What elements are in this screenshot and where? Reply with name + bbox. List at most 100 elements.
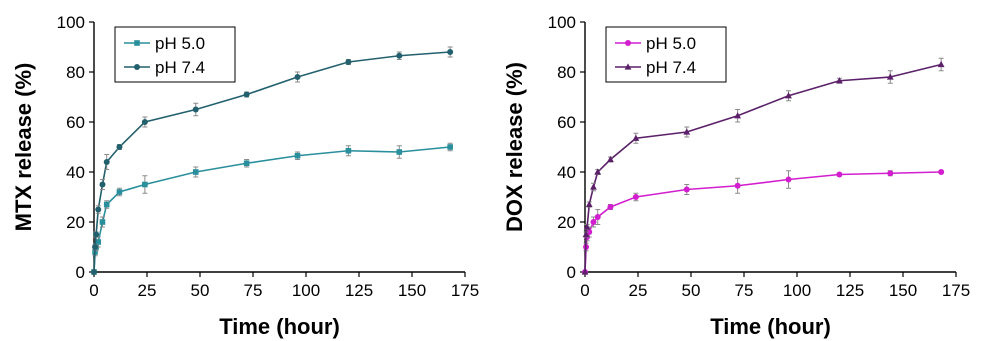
mtx-series-ph-7-4-point xyxy=(294,74,301,80)
dox-series-ph-7-4-point xyxy=(734,112,742,119)
dox-series-ph-5-0-point xyxy=(887,170,894,177)
mtx-series-ph-7-4-point xyxy=(243,91,250,98)
dox-series-ph-5-0-point xyxy=(586,229,593,235)
mtx-y-tick-label: 20 xyxy=(66,213,85,232)
mtx-series-ph-7-4-point xyxy=(192,106,199,113)
dox-series-ph-7-4 xyxy=(581,57,945,275)
mtx-series-ph-7-4-point xyxy=(396,52,403,59)
mtx-x-axis-title: Time (hour) xyxy=(219,314,340,339)
dox-series-ph-5-0-point xyxy=(607,204,614,210)
dox-x-tick-label: 75 xyxy=(735,281,754,300)
mtx-series-ph-5-0-point xyxy=(95,239,102,245)
mtx-series-ph-5-0-point xyxy=(396,149,403,155)
dox-series-ph-7-4-point xyxy=(836,77,843,84)
dox-series-ph-7-4-point xyxy=(937,60,945,68)
dox-x-tick-label: 25 xyxy=(629,281,648,300)
mtx-series-ph-5-0-point xyxy=(99,219,106,225)
dox-x-tick-label: 150 xyxy=(889,281,917,300)
dox-legend-label: pH 7.4 xyxy=(646,58,696,77)
mtx-x-tick-label: 25 xyxy=(138,281,157,300)
dox-release-chart: 0 20 40 60 80 100 0 25 50 75 100 125 150 175 Time (hou… xyxy=(491,0,981,341)
dox-series-ph-7-4-point xyxy=(683,128,691,135)
mtx-release-chart: 0 20 40 60 80 100 0 25 50 75 100 125 150 175 Time (hou… xyxy=(0,0,490,341)
dox-series-ph-7-4-point xyxy=(594,168,602,175)
mtx-series-ph-7-4 xyxy=(91,46,454,275)
mtx-series-ph-7-4-line xyxy=(93,51,451,273)
mtx-legend-swatch-marker xyxy=(134,64,140,70)
mtx-series-ph-7-4-point xyxy=(95,206,102,213)
dox-legend-box xyxy=(605,26,727,83)
mtx-series-ph-5-0-point xyxy=(447,144,453,150)
dox-x-tick-label: 125 xyxy=(836,281,864,300)
dox-series-ph-5-0-point xyxy=(632,194,639,200)
dox-x-tick-label: 175 xyxy=(942,281,970,300)
mtx-x-tick-label: 0 xyxy=(89,281,98,300)
dox-legend-swatch-marker xyxy=(625,40,631,46)
dox-y-tick-label: 100 xyxy=(548,13,576,32)
dox-series-ph-5-0-point xyxy=(683,186,690,193)
mtx-series-ph-5-0-line xyxy=(93,146,451,273)
mtx-legend: pH 5.0 pH 7.4 xyxy=(114,26,236,83)
mtx-series-ph-7-4-point xyxy=(141,119,148,125)
dox-legend-item-ph-7-4: pH 7.4 xyxy=(615,58,696,77)
dox-series-ph-7-4-point xyxy=(583,223,591,230)
dox-series-ph-7-4-point xyxy=(785,92,792,99)
mtx-y-axis-title: MTX release (%) xyxy=(11,63,36,232)
dox-series-ph-5-0-line xyxy=(584,171,942,273)
dox-series-ph-5-0 xyxy=(582,169,945,275)
mtx-x-tick-label: 50 xyxy=(191,281,210,300)
mtx-legend-item-ph-7-4: pH 7.4 xyxy=(124,58,205,77)
mtx-series-ph-5-0-point xyxy=(345,147,352,154)
dox-series-ph-5-0-point xyxy=(734,182,741,189)
mtx-series-ph-5-0-point xyxy=(116,189,123,195)
dox-series-ph-7-4-point xyxy=(585,200,593,208)
dox-y-tick-label: 60 xyxy=(557,113,576,132)
dox-series-ph-5-0-point xyxy=(594,214,601,220)
dox-series-ph-7-4-point xyxy=(607,155,614,163)
mtx-series-ph-5-0-point xyxy=(243,160,250,167)
dox-series-ph-7-4-line xyxy=(584,63,942,273)
mtx-series-ph-5-0-point xyxy=(192,169,199,175)
mtx-series-ph-5-0-point xyxy=(294,152,301,159)
dox-legend: pH 5.0 pH 7.4 xyxy=(605,26,727,83)
dox-y-tick-label: 80 xyxy=(557,63,576,82)
mtx-x-tick-label: 75 xyxy=(244,281,263,300)
dox-x-tick-label: 0 xyxy=(580,281,589,300)
mtx-series-ph-5-0-point xyxy=(103,201,110,208)
mtx-legend-swatch-marker xyxy=(134,40,140,46)
dox-y-axis-title: DOX release (%) xyxy=(502,62,527,232)
mtx-legend-label: pH 5.0 xyxy=(155,34,205,53)
dox-series-ph-5-0-point xyxy=(785,176,792,183)
mtx-series-ph-7-4-point xyxy=(91,269,97,275)
mtx-y-tick-label: 60 xyxy=(66,113,85,132)
dox-series-ph-5-0-point xyxy=(836,171,843,178)
dox-series-ph-7-4-point xyxy=(582,230,590,238)
mtx-x-tick-label: 100 xyxy=(292,281,320,300)
dox-legend-label: pH 5.0 xyxy=(646,34,696,53)
mtx-series-ph-7-4-point xyxy=(99,181,106,188)
mtx-series-ph-7-4-point xyxy=(116,144,123,150)
dox-series-ph-5-0-point xyxy=(590,219,597,225)
mtx-x-tick-label: 150 xyxy=(398,281,426,300)
dox-series-ph-7-4-point xyxy=(581,268,589,275)
dox-legend-swatch-marker xyxy=(624,63,632,70)
mtx-x-tick-label: 175 xyxy=(451,281,479,300)
mtx-series-ph-7-4-point xyxy=(103,159,110,165)
mtx-series-ph-5-0-point xyxy=(142,181,148,188)
mtx-legend-box xyxy=(114,26,236,83)
mtx-series-ph-7-4-point xyxy=(93,231,100,238)
dox-y-tick-label: 0 xyxy=(567,263,576,282)
mtx-legend-item-ph-5-0: pH 5.0 xyxy=(124,34,205,53)
dox-series-ph-7-4-point xyxy=(590,183,597,190)
dox-x-tick-label: 100 xyxy=(783,281,811,300)
mtx-series-ph-7-4-point xyxy=(345,59,352,65)
dox-y-tick-label: 40 xyxy=(557,163,576,182)
mtx-series-ph-5-0 xyxy=(91,142,453,275)
mtx-x-tick-label: 125 xyxy=(345,281,373,300)
dox-legend-item-ph-5-0: pH 5.0 xyxy=(615,34,696,53)
mtx-series-ph-7-4-point xyxy=(92,244,99,250)
dox-series-ph-7-4-point xyxy=(886,73,894,80)
mtx-y-tick-label: 40 xyxy=(66,163,85,182)
dox-series-ph-5-0-point xyxy=(938,169,945,175)
mtx-legend-label: pH 7.4 xyxy=(155,58,205,77)
